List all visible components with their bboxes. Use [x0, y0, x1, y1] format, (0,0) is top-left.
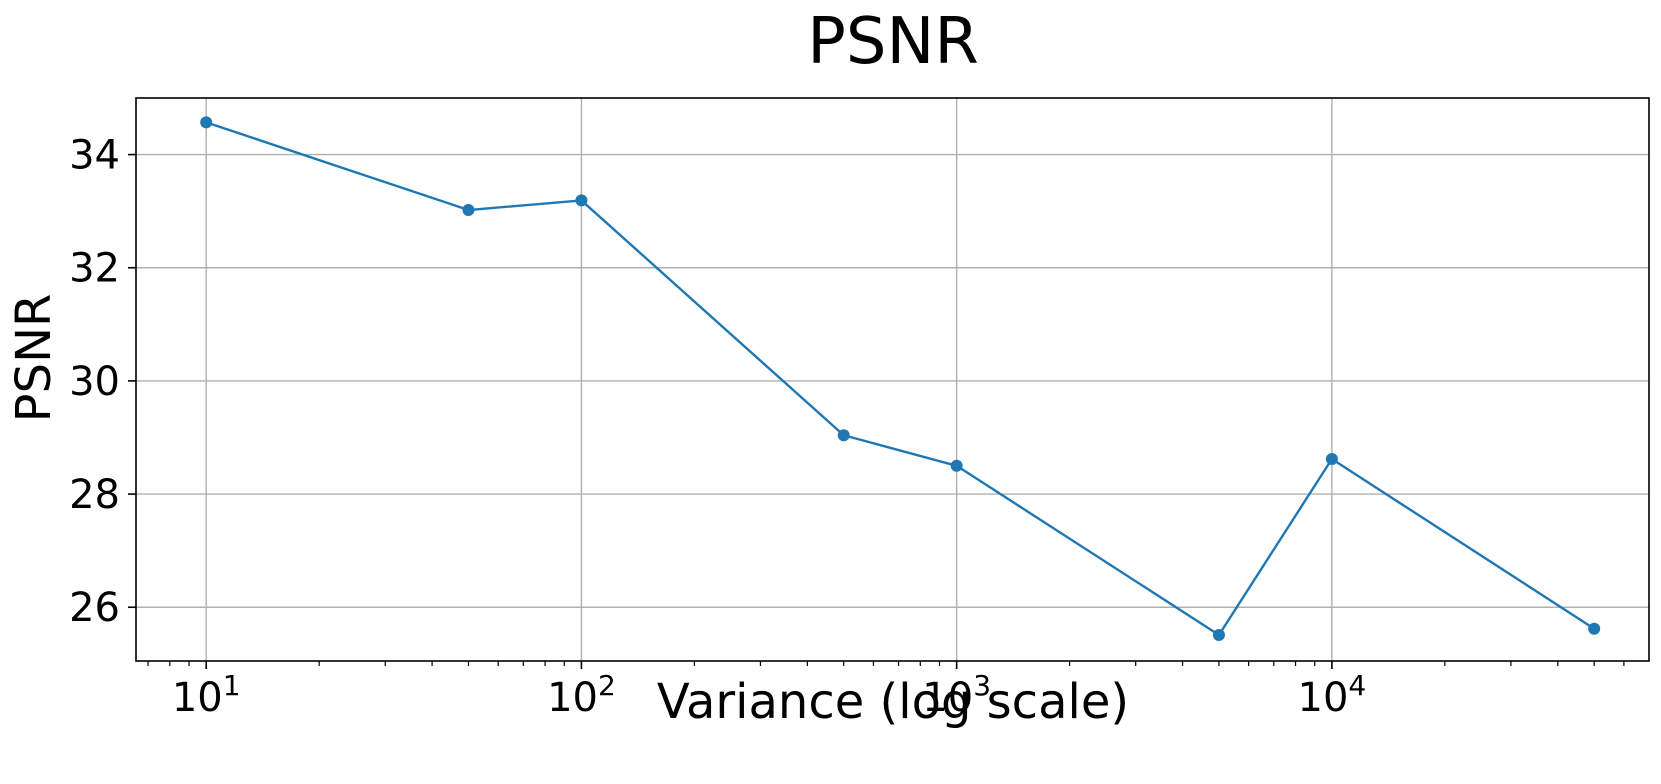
- data-point: [1212, 628, 1225, 641]
- x-tick-label: 101: [172, 669, 241, 721]
- data-point: [200, 116, 213, 129]
- y-tick-label: 34: [69, 133, 120, 179]
- data-series: [200, 116, 1601, 641]
- data-point: [575, 194, 588, 207]
- chart-title: PSNR: [807, 5, 979, 79]
- y-tick-label: 26: [69, 585, 120, 631]
- y-tick-label: 28: [69, 472, 120, 518]
- x-axis-tick-labels: 101 102 103 104: [172, 669, 1366, 721]
- data-point: [1588, 622, 1601, 635]
- data-point: [462, 204, 475, 217]
- y-tick-label: 30: [69, 359, 120, 405]
- x-tick-label: 104: [1298, 669, 1367, 721]
- data-point: [1325, 452, 1338, 465]
- data-point: [837, 429, 850, 442]
- major-ticks: [128, 153, 1333, 669]
- plot-frame: [135, 97, 1650, 662]
- data-point: [950, 459, 963, 472]
- series-line: [205, 121, 1595, 637]
- x-axis-title: Variance (log scale): [657, 674, 1129, 730]
- x-tick-label: 103: [922, 669, 991, 721]
- y-axis-title: PSNR: [6, 294, 62, 423]
- y-axis-tick-labels: 26 28 30 32 34: [69, 133, 120, 632]
- y-tick-label: 32: [69, 246, 120, 292]
- x-tick-label: 102: [547, 669, 616, 721]
- grid: [136, 98, 1649, 661]
- minor-ticks: [147, 661, 1625, 666]
